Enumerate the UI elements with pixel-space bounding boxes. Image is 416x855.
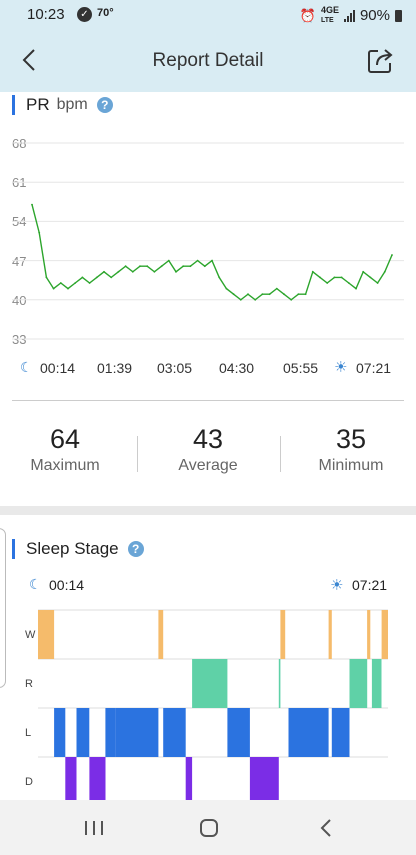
status-bar: 10:23 ✓ 70° ⏰ 4GE LTE 90% [0,0,416,30]
stat-maximum: 64 Maximum [0,424,135,475]
battery-icon [395,9,402,22]
sleep-section-title: Sleep Stage ? [12,539,144,559]
y-tick: 54 [12,214,27,229]
x-tick: 07:21 [356,360,392,376]
y-tick: 61 [12,175,27,190]
divider [12,400,404,401]
system-nav-bar [0,800,416,855]
divider [280,436,281,472]
page-title: Report Detail [152,50,264,71]
signal-icon [343,9,355,22]
sleep-title: Sleep Stage [26,539,119,558]
divider [137,436,138,472]
x-tick: 03:05 [157,360,193,376]
help-icon[interactable]: ? [96,97,113,113]
verizon-icon: ✓ [77,7,92,22]
x-tick: 00:14 [40,360,76,376]
sleep-end-time: 07:21 [352,577,388,593]
stage-label: R [25,678,33,690]
network-icon: 4GE LTE [320,5,339,25]
pr-title: PR [26,95,50,114]
battery-text: 90% [359,7,390,24]
y-tick: 68 [12,136,27,151]
share-icon[interactable] [365,46,395,76]
app-header: Report Detail [0,30,416,92]
pr-section-title: PR bpm ? [12,95,113,115]
home-icon[interactable] [189,814,229,842]
recents-icon[interactable] [74,814,114,842]
x-tick: 05:55 [283,360,319,376]
y-tick: 47 [12,254,27,269]
sleep-start-time: 00:14 [49,577,85,593]
y-tick: 33 [12,332,27,347]
stage-label: L [25,727,32,739]
stat-value: 64 [49,424,81,454]
moon-icon: ☾ [29,576,42,592]
edge-panel-handle[interactable] [0,528,6,688]
stat-label: Maximum [30,457,100,474]
x-tick: 01:39 [97,360,133,376]
x-tick: 04:30 [219,360,255,376]
stat-label: Minimum [318,457,384,474]
status-time: 10:23 [27,6,65,23]
stat-average: 43 Average [138,424,278,475]
stat-value: 35 [335,424,367,454]
stat-value: 43 [192,424,224,454]
alarm-icon: ⏰ [299,7,316,23]
stage-label: D [25,776,33,788]
temperature: 70° [97,7,114,19]
stat-label: Average [178,457,238,474]
sun-icon: ☀ [334,359,348,376]
stat-minimum: 35 Minimum [281,424,416,475]
stage-label: W [25,629,36,641]
pr-unit: bpm [56,96,88,113]
sun-icon: ☀ [330,577,344,594]
back-chevron-icon[interactable] [18,46,42,74]
y-tick: 40 [12,293,27,308]
help-icon[interactable]: ? [127,541,144,557]
nav-back-icon[interactable] [306,814,346,842]
moon-icon: ☾ [20,359,33,375]
